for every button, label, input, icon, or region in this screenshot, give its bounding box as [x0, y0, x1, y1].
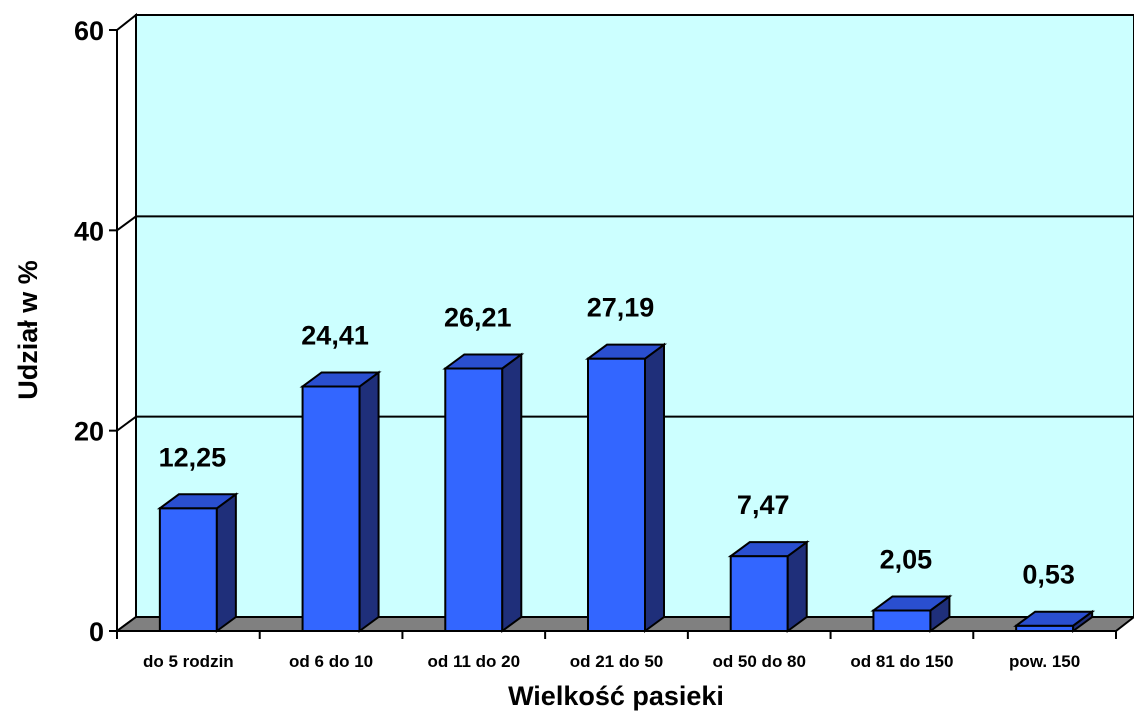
x-ticks: do 5 rodzin od 6 do 10 od 11 do 20 od 21 do…: [116, 631, 1117, 671]
bar: [727, 540, 810, 633]
x-tick-label: od 50 do 80: [712, 652, 806, 671]
data-label: 27,19: [587, 293, 655, 323]
x-tick-label: pow. 150: [1009, 652, 1080, 671]
y-axis-title: Udział w %: [13, 260, 43, 400]
bar-side: [358, 370, 380, 633]
data-label: 26,21: [444, 302, 512, 332]
bar-front: [872, 609, 932, 632]
y-ticks: 0 20 40 60: [74, 16, 117, 647]
bar: [1013, 609, 1096, 633]
x-tick-label: do 5 rodzin: [143, 652, 234, 671]
chart-left-wall: [116, 12, 137, 633]
bar: [442, 352, 525, 633]
bar-top: [1013, 610, 1096, 627]
data-label: 0,53: [1022, 560, 1075, 590]
bar-top: [727, 541, 810, 558]
x-tick-label: od 81 do 150: [850, 652, 953, 671]
y-tick-label: 0: [89, 617, 104, 647]
y-tick-label: 40: [74, 216, 104, 246]
x-tick-label: od 6 do 10: [289, 652, 373, 671]
y-tick-label: 20: [74, 417, 104, 447]
gridline-side: [116, 415, 137, 432]
bar-top: [584, 343, 668, 360]
x-tick-label: od 11 do 20: [427, 652, 520, 671]
data-label: 12,25: [159, 442, 227, 472]
bar-top: [870, 595, 953, 612]
bar-side: [786, 540, 808, 633]
bar-front: [729, 555, 789, 632]
bar-front: [158, 507, 218, 632]
gridline-side: [116, 215, 137, 232]
value-labels: 12,25 24,41 26,21 27,19 7,47 2,05 0,53: [159, 293, 1075, 590]
bar-side: [501, 352, 523, 633]
bar: [584, 342, 668, 633]
y-tick-label: 60: [74, 16, 104, 46]
bar-front: [444, 367, 504, 632]
bar-side: [215, 492, 237, 633]
x-axis-title: Wielkość pasieki: [508, 681, 724, 711]
data-label: 7,47: [737, 490, 790, 520]
bar-front: [301, 385, 361, 632]
data-label: 24,41: [301, 320, 369, 350]
bar-top: [299, 371, 382, 388]
bars: [156, 342, 1096, 633]
x-tick-label: od 21 do 50: [570, 652, 664, 671]
bar: [156, 492, 239, 633]
bar: [299, 370, 382, 633]
bar-top: [156, 493, 239, 510]
bar-front: [587, 357, 646, 632]
bar-top: [442, 353, 525, 370]
bar: [870, 594, 953, 633]
data-label: 2,05: [880, 544, 933, 574]
bar-side: [644, 342, 665, 633]
